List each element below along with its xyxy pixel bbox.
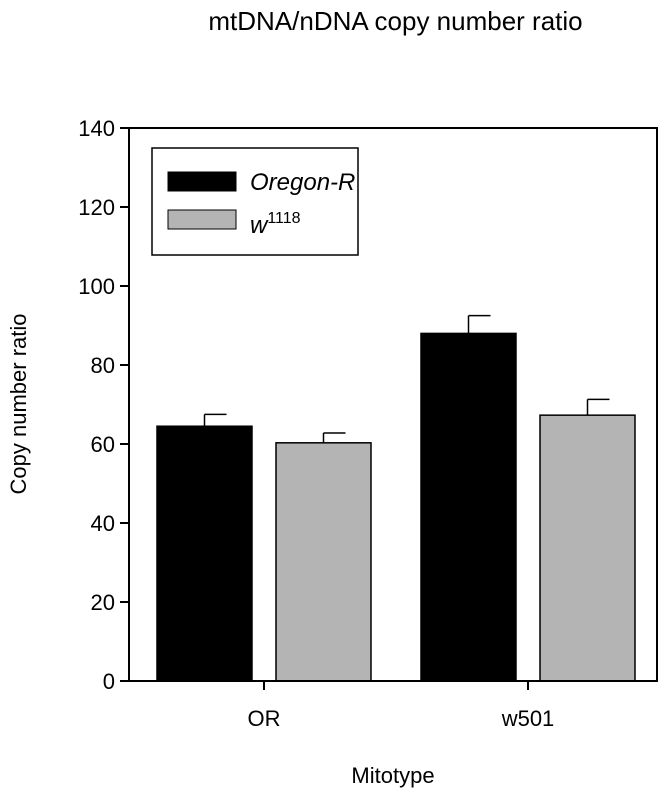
legend-label-w1118: w1118 <box>250 210 301 239</box>
y-tick-label-0: 0 <box>103 669 115 694</box>
bar-OR-Oregon-R <box>156 425 253 682</box>
bar-w501-Oregon-R <box>420 332 517 682</box>
legend-label-w1118-sup: 1118 <box>267 210 300 227</box>
legend-swatch-oregon-r <box>167 171 237 192</box>
x-tick-label-OR: OR <box>248 706 281 731</box>
x-axis: OR w501 <box>248 681 555 731</box>
y-tick-label-100: 100 <box>78 274 115 299</box>
bar-OR-w1118 <box>275 442 372 682</box>
legend-swatch-w1118 <box>167 209 237 230</box>
x-axis-label: Mitotype <box>351 763 434 788</box>
bars-group <box>156 332 636 682</box>
y-tick-label-60: 60 <box>91 432 115 457</box>
error-bar-w501-Oregon-R <box>467 314 491 334</box>
legend: Oregon-R w1118 <box>151 147 359 256</box>
error-bar-OR-Oregon-R <box>203 413 227 427</box>
chart-title: mtDNA/nDNA copy number ratio <box>208 6 583 36</box>
y-tick-label-140: 140 <box>78 116 115 141</box>
error-bars-group <box>203 314 610 443</box>
error-bar-w501-w1118 <box>586 398 610 416</box>
error-bar-OR-w1118 <box>322 432 346 443</box>
y-axis: 0 20 40 60 80 100 120 140 <box>78 116 129 694</box>
legend-box <box>151 147 359 256</box>
x-tick-label-w501: w501 <box>501 706 555 731</box>
legend-label-w1118-base: w <box>250 212 269 239</box>
y-tick-label-20: 20 <box>91 590 115 615</box>
y-tick-label-80: 80 <box>91 353 115 378</box>
legend-label-oregon-r: Oregon-R <box>250 169 355 196</box>
plot-frame <box>128 127 658 682</box>
y-tick-label-120: 120 <box>78 195 115 220</box>
y-tick-label-40: 40 <box>91 511 115 536</box>
y-axis-label: Copy number ratio <box>6 314 31 495</box>
bar-w501-w1118 <box>539 414 636 682</box>
